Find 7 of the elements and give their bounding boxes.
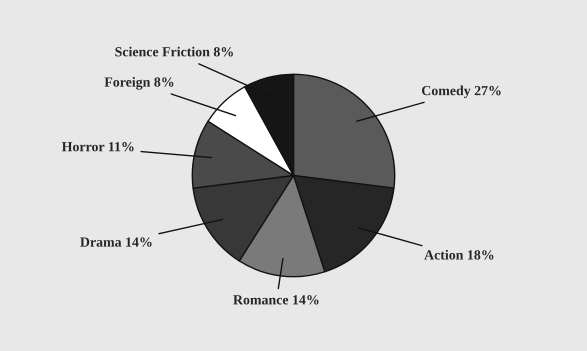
slice-label: Foreign 8% <box>104 76 174 90</box>
slice-label: Science Friction 8% <box>115 46 233 56</box>
slice-label: Romance 14% <box>233 295 318 305</box>
slice-label: Comedy 27% <box>422 86 501 98</box>
slice-label: Horror 11% <box>62 142 134 152</box>
slice-label: Action 18% <box>424 250 494 260</box>
slice-label: Drama 14% <box>80 237 152 247</box>
